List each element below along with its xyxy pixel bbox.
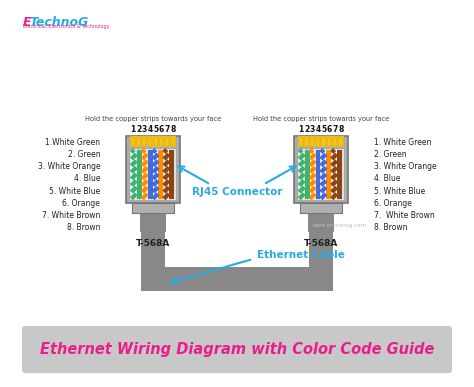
Text: Electrical, Electronics & Technology: Electrical, Electronics & Technology [23,24,109,29]
Text: 2: 2 [137,125,142,134]
Text: 6. Orange: 6. Orange [63,199,100,208]
Bar [321,137,326,146]
Bar [299,137,303,146]
Text: 3: 3 [142,125,147,134]
Bar [130,137,176,147]
Bar [141,267,333,291]
Bar [132,204,174,213]
Text: 8: 8 [338,125,344,134]
Bar [137,137,141,146]
Bar [337,150,342,199]
Text: 1: 1 [299,125,304,134]
Text: 2: 2 [304,125,310,134]
Text: 2. Green: 2. Green [374,150,406,159]
Bar [304,137,309,146]
Bar [321,150,326,199]
Bar [310,150,315,199]
Text: 3. White Orange: 3. White Orange [37,162,100,171]
Bar [171,137,175,146]
Text: 6: 6 [159,125,164,134]
Bar [142,150,147,199]
Text: 8. Brown: 8. Brown [67,223,100,233]
Bar [305,150,310,199]
Text: 7: 7 [332,125,338,134]
Bar [153,150,158,199]
Bar [298,149,344,200]
Text: 7. White Brown: 7. White Brown [42,211,100,220]
Bar [148,137,152,146]
Bar [326,150,331,199]
Bar [154,137,158,146]
Bar [148,150,153,199]
Text: 7: 7 [164,125,170,134]
Bar [126,135,181,204]
Text: Hold the copper strips towards your face: Hold the copper strips towards your face [253,116,389,122]
Text: T-568A: T-568A [136,239,170,248]
Text: 2. Green: 2. Green [68,150,100,159]
Text: 4: 4 [316,125,321,134]
Text: Hold the copper strips towards your face: Hold the copper strips towards your face [85,116,221,122]
Text: 1.White Green: 1.White Green [46,138,100,147]
Bar [140,204,166,232]
Text: 3: 3 [310,125,315,134]
Bar [131,150,137,199]
Text: 3. White Orange: 3. White Orange [374,162,437,171]
Bar [316,150,320,199]
Text: 1: 1 [131,125,136,134]
Bar [309,232,333,291]
Text: 6: 6 [327,125,332,134]
Bar [299,150,304,199]
Text: 6. Orange: 6. Orange [374,199,411,208]
Bar [130,149,176,200]
Text: 5: 5 [321,125,326,134]
Bar [310,137,314,146]
Text: Ethernet Wiring Diagram with Color Code Guide: Ethernet Wiring Diagram with Color Code … [40,342,434,357]
Bar [159,137,164,146]
Bar [327,137,331,146]
Text: 4: 4 [147,125,153,134]
Text: 8. Brown: 8. Brown [374,223,407,233]
Text: 7.  White Brown: 7. White Brown [374,211,435,220]
Bar [137,150,142,199]
Bar [298,137,344,147]
Text: T-568A: T-568A [304,239,338,248]
FancyBboxPatch shape [22,326,452,373]
Bar [169,150,174,199]
Bar [165,137,169,146]
Text: E: E [23,16,31,29]
Bar [131,137,135,146]
Text: www.etechnog.com: www.etechnog.com [313,223,367,228]
Bar [316,137,320,146]
Text: 5: 5 [154,125,158,134]
Text: 4. Blue: 4. Blue [374,175,400,183]
Bar [142,137,146,146]
Bar [141,232,165,291]
Bar [332,150,337,199]
Bar [164,150,169,199]
Text: 5. White Blue: 5. White Blue [374,187,425,196]
Bar [293,135,348,204]
Text: 5. White Blue: 5. White Blue [49,187,100,196]
Bar [300,204,342,213]
Text: TechnoG: TechnoG [29,16,89,29]
Text: 1. White Green: 1. White Green [374,138,431,147]
Bar [333,137,337,146]
Text: 4. Blue: 4. Blue [74,175,100,183]
Bar [158,150,164,199]
Bar [308,204,334,232]
Bar [25,329,449,370]
Bar [338,137,343,146]
Text: RJ45 Connector: RJ45 Connector [192,187,282,197]
Text: 8: 8 [170,125,175,134]
Text: Ethernet Cable: Ethernet Cable [257,250,345,260]
